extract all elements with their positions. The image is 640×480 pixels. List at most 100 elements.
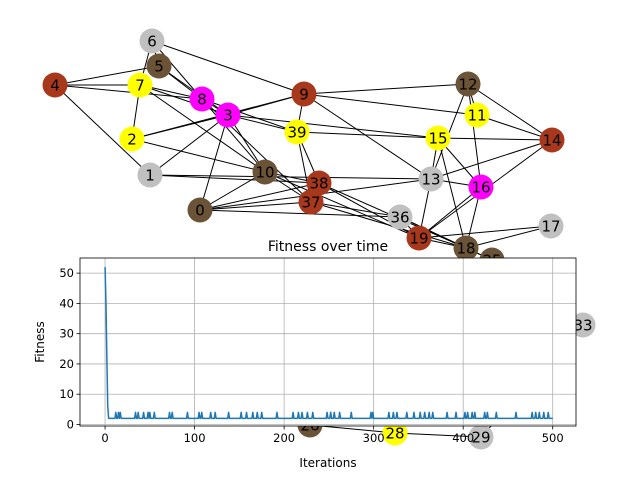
graph-edge — [131, 138, 266, 173]
node-circle — [137, 162, 163, 188]
graph-edge — [54, 84, 203, 100]
node-circle — [252, 159, 278, 185]
chart-title: Fitness over time — [268, 239, 388, 255]
plot-area — [80, 258, 576, 426]
graph-node: 9 — [291, 81, 317, 107]
graph-edge — [54, 65, 160, 86]
node-label: 2 — [127, 131, 137, 149]
graph-node: 11 — [464, 102, 490, 128]
node-label: 8 — [197, 91, 207, 109]
y-tick-label: 40 — [59, 296, 74, 310]
x-tick-label: 100 — [184, 431, 206, 445]
graph-node: 12 — [455, 71, 481, 97]
node-label: 9 — [299, 86, 309, 104]
graph-edge — [54, 84, 151, 176]
graph-edge — [199, 201, 312, 211]
graph-edge — [394, 432, 482, 438]
graph-node: 1 — [137, 162, 163, 188]
graph-node: 4 — [42, 72, 68, 98]
node-circle — [538, 213, 564, 239]
graph-edge — [310, 201, 401, 218]
x-tick-label: 200 — [273, 431, 295, 445]
node-circle — [539, 127, 565, 153]
node-circle — [298, 189, 324, 215]
graph-edge — [199, 114, 229, 211]
node-label: 12 — [458, 76, 477, 94]
node-label: 16 — [471, 179, 490, 197]
graph-edge — [303, 93, 478, 116]
graph-node: 15 — [425, 125, 451, 151]
node-label: 4 — [50, 77, 60, 95]
fitness-chart: 0 100 200 300 400 500 0 10 20 30 40 50 Fitness over… — [33, 239, 577, 470]
graph-node: 36 — [387, 204, 413, 230]
x-tick-label: 0 — [101, 431, 108, 445]
graph-edge — [430, 83, 469, 180]
graph-edge — [418, 186, 482, 239]
y-tick-label: 50 — [59, 266, 74, 280]
graph-edge — [303, 83, 469, 95]
graph-edge — [465, 225, 552, 249]
graph-node: 39 — [284, 119, 310, 145]
graph-node: 33 — [570, 312, 596, 338]
node-circle — [139, 28, 165, 54]
y-tick-label: 20 — [59, 357, 74, 371]
graph-node: 29 — [468, 424, 494, 450]
graph-edge — [201, 98, 298, 133]
x-tick-label: 300 — [363, 431, 385, 445]
node-label: 11 — [467, 107, 486, 125]
node-label: 15 — [428, 130, 447, 148]
node-label: 6 — [147, 33, 157, 51]
node-label: 39 — [287, 124, 306, 142]
graph-edge — [201, 98, 266, 173]
node-label: 36 — [390, 209, 409, 227]
graph-edge — [149, 174, 320, 184]
node-circle — [406, 225, 432, 251]
node-circle — [119, 126, 145, 152]
node-circle — [468, 174, 494, 200]
graph-node: 6 — [139, 28, 165, 54]
graph-node: 19 — [406, 225, 432, 251]
node-label: 0 — [195, 202, 205, 220]
node-label: 29 — [471, 429, 490, 447]
x-axis-label: Iterations — [299, 456, 356, 470]
graph-edge — [303, 93, 432, 180]
graph-node: 17 — [538, 213, 564, 239]
node-label: 14 — [542, 132, 561, 150]
y-tick-label: 30 — [59, 327, 74, 341]
graph-node: 5 — [146, 53, 172, 79]
graph-edge — [467, 83, 482, 188]
x-tick-label: 400 — [452, 431, 474, 445]
node-circle — [387, 204, 413, 230]
node-label: 7 — [135, 77, 145, 95]
graph-node: 0 — [187, 197, 213, 223]
graph-edge — [139, 84, 266, 173]
graph-edge — [437, 137, 553, 141]
graph-edge — [151, 40, 203, 100]
node-label: 5 — [154, 58, 164, 76]
graph-node: 16 — [468, 174, 494, 200]
graph-edge — [149, 114, 229, 176]
node-circle — [187, 197, 213, 223]
node-label: 1 — [145, 167, 155, 185]
graph-edge — [467, 83, 553, 141]
graph-edge — [199, 182, 320, 211]
node-circle — [146, 53, 172, 79]
graph-edge — [430, 139, 553, 180]
graph-edge — [296, 131, 439, 139]
node-circle — [291, 81, 317, 107]
node-label: 3 — [223, 107, 233, 125]
node-circle — [453, 235, 479, 261]
node-circle — [306, 170, 332, 196]
y-tick-label: 10 — [59, 387, 74, 401]
graph-edge — [437, 137, 467, 249]
node-circle — [464, 102, 490, 128]
graph-edge — [310, 201, 467, 249]
x-tick-label: 500 — [542, 431, 564, 445]
node-circle — [425, 125, 451, 151]
graph-node: 37 — [298, 189, 324, 215]
axis-ticks: 0 100 200 300 400 500 0 10 20 30 40 50 — [59, 266, 563, 445]
graph-edge — [199, 171, 266, 211]
node-circle — [382, 420, 408, 446]
node-label: 38 — [309, 175, 328, 193]
